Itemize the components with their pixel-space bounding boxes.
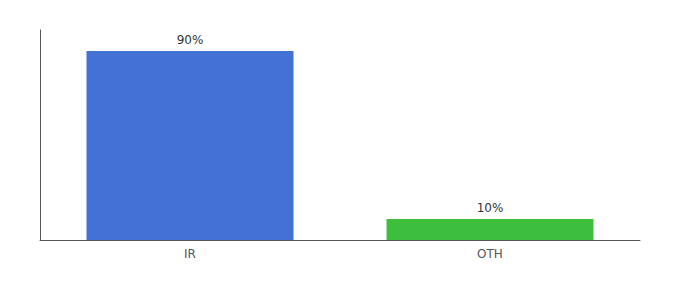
svg-text:90%: 90% [177, 33, 204, 47]
svg-text:10%: 10% [477, 201, 504, 215]
svg-text:OTH: OTH [477, 247, 503, 261]
svg-text:IR: IR [184, 247, 196, 261]
